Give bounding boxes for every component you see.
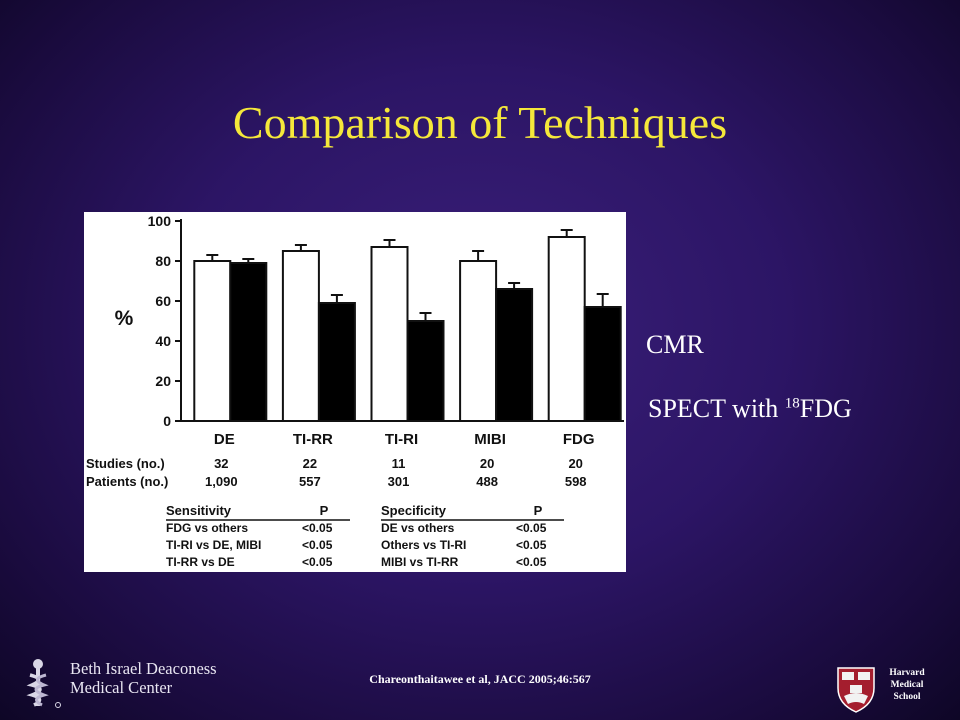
annotation-spect: SPECT with 18FDG <box>648 394 852 424</box>
bidmc-logo: Beth Israel Deaconess Medical Center <box>24 655 254 711</box>
bar-sensitivity-mibi <box>459 260 498 422</box>
annotation-spect-superscript: 18 <box>784 395 800 412</box>
bidmc-name-line2: Medical Center <box>70 678 173 697</box>
bidmc-name-line1: Beth Israel Deaconess <box>70 659 217 678</box>
specificity-stats-row-p: <0.05 <box>516 538 547 552</box>
sensitivity-stats-row-p: <0.05 <box>302 555 333 569</box>
x-tick-label-fdg: FDG <box>563 431 595 448</box>
specificity-stats-row-p: <0.05 <box>516 521 547 535</box>
slide-title: Comparison of Techniques <box>232 97 728 148</box>
specificity-stats-row-p: <0.05 <box>516 555 547 569</box>
x-tick-label-de: DE <box>214 431 235 448</box>
bar-specificity-ti-rr <box>317 302 356 422</box>
specificity-stats-row-label: Others vs TI-RI <box>381 538 466 552</box>
sensitivity-stats-header-label: Sensitivity <box>166 503 232 518</box>
bar-sensitivity-ti-ri <box>370 246 409 422</box>
annotation-spect-suffix: FDG <box>799 394 852 423</box>
caduceus-icon <box>26 659 61 708</box>
bidmc-name: Beth Israel Deaconess Medical Center <box>70 659 217 697</box>
y-tick-label: 20 <box>155 373 171 389</box>
citation: Chareonthaitawee et al, JACC 2005;46:567 <box>369 672 591 686</box>
y-tick-label: 40 <box>155 333 171 349</box>
y-tick-label: 80 <box>155 253 171 269</box>
sensitivity-stats-row-label: TI-RR vs DE <box>166 555 235 569</box>
bar-sensitivity-de <box>193 260 232 422</box>
bar-sensitivity-fdg <box>547 236 586 422</box>
bar-sensitivity-ti-rr <box>281 250 320 422</box>
harvard-name-line3: School <box>893 692 921 702</box>
x-tick-label-ti-rr: TI-RR <box>293 431 333 448</box>
bar-specificity-mibi <box>495 288 534 422</box>
table-cell: 20 <box>568 456 582 471</box>
harvard-name: Harvard Medical School <box>884 667 930 703</box>
x-tick-label-ti-ri: TI-RI <box>385 431 418 448</box>
table-cell: 20 <box>480 456 494 471</box>
harvard-name-line1: Harvard <box>889 668 925 678</box>
table-cell: 598 <box>565 474 587 489</box>
annotation-spect-prefix: SPECT with <box>648 394 785 423</box>
bar-specificity-ti-ri <box>406 320 445 422</box>
table-row-label: Patients (no.) <box>86 474 168 489</box>
table-cell: 488 <box>476 474 498 489</box>
sensitivity-stats-row-label: TI-RI vs DE, MIBI <box>166 538 261 552</box>
table-cell: 32 <box>214 456 228 471</box>
bar-specificity-fdg <box>583 306 622 422</box>
y-tick-label: 0 <box>163 413 171 429</box>
table-cell: 11 <box>392 456 406 471</box>
y-tick-label: 100 <box>148 213 172 229</box>
sensitivity-stats-header-p: P <box>320 503 329 518</box>
specificity-stats-header-label: Specificity <box>381 503 447 518</box>
chart-figure: 0 20 40 60 80 100% DE TI-RR TI-RI MIBI FDG Studies … <box>84 212 626 572</box>
y-tick-label: 60 <box>155 293 171 309</box>
harvard-shield-icon <box>837 667 875 713</box>
table-cell: 1,090 <box>205 474 238 489</box>
x-tick-label-mibi: MIBI <box>474 431 506 448</box>
harvard-name-line2: Medical <box>890 680 924 690</box>
table-cell: 301 <box>388 474 410 489</box>
bar-chart: 0 20 40 60 80 100% DE TI-RR TI-RI MIBI FDG Studies … <box>86 213 624 569</box>
specificity-stats-row-label: DE vs others <box>381 521 455 535</box>
harvard-logo: Harvard Medical School <box>836 666 946 716</box>
specificity-stats-header-p: P <box>534 503 543 518</box>
bar-specificity-de <box>229 262 268 422</box>
table-cell: 22 <box>303 456 317 471</box>
y-axis-label: % <box>115 307 134 330</box>
annotation-cmr: CMR <box>646 330 704 359</box>
specificity-stats-row-label: MIBI vs TI-RR <box>381 555 459 569</box>
sensitivity-stats-row-p: <0.05 <box>302 538 333 552</box>
table-row-label: Studies (no.) <box>86 456 165 471</box>
table-cell: 557 <box>299 474 321 489</box>
sensitivity-stats-row-p: <0.05 <box>302 521 333 535</box>
sensitivity-stats-row-label: FDG vs others <box>166 521 248 535</box>
